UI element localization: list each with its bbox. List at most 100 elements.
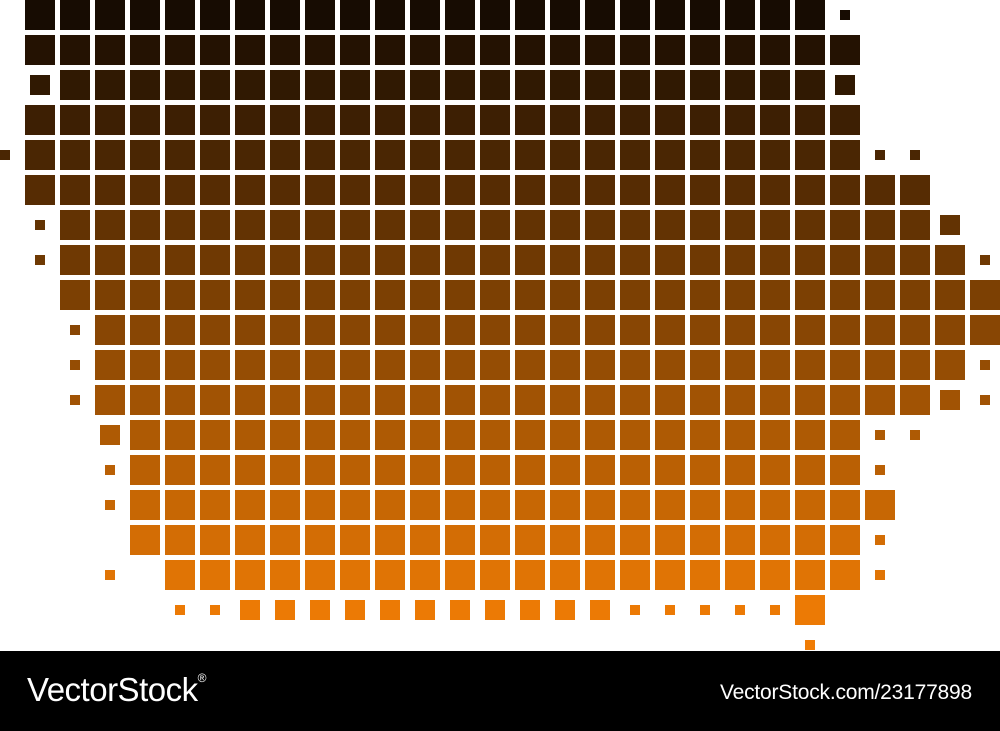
map-cell [690,280,720,310]
map-cell [760,385,790,415]
map-cell [480,35,510,65]
map-cell [340,245,370,275]
map-dot-medium [275,600,295,620]
map-dot-medium [380,600,400,620]
map-cell [690,105,720,135]
map-dot-small [875,430,885,440]
map-cell [25,175,55,205]
map-cell [585,490,615,520]
map-dot-small [210,605,220,615]
map-cell [200,350,230,380]
map-cell [235,70,265,100]
map-dot-small [105,465,115,475]
map-cell [130,0,160,30]
map-cell [200,560,230,590]
map-cell [410,280,440,310]
map-cell [725,0,755,30]
map-cell [585,560,615,590]
map-cell [235,385,265,415]
map-dot-small [735,605,745,615]
map-cell [95,315,125,345]
map-cell [375,210,405,240]
map-cell [305,105,335,135]
map-cell [550,420,580,450]
map-dot-medium [835,75,855,95]
map-cell [480,350,510,380]
map-dot-small [910,150,920,160]
map-dot-medium [345,600,365,620]
map-cell [165,105,195,135]
map-cell [60,280,90,310]
map-cell [235,210,265,240]
brand-logo: VectorStock® [27,671,206,709]
map-cell [830,245,860,275]
map-cell [830,175,860,205]
map-dot-small [35,255,45,265]
map-cell [375,280,405,310]
map-dot-small [805,640,815,650]
map-cell [900,280,930,310]
map-cell [620,525,650,555]
map-cell [830,455,860,485]
map-cell [690,35,720,65]
map-cell [760,245,790,275]
map-cell [200,280,230,310]
map-dot-small [875,150,885,160]
map-cell [375,0,405,30]
map-cell [200,35,230,65]
map-cell [620,350,650,380]
map-cell [760,525,790,555]
map-cell [410,0,440,30]
map-cell [410,560,440,590]
map-cell [130,140,160,170]
map-dot-small [980,255,990,265]
map-cell [60,210,90,240]
map-cell [585,245,615,275]
map-cell [725,315,755,345]
map-cell [550,175,580,205]
map-cell [900,210,930,240]
map-cell [690,385,720,415]
map-cell [515,175,545,205]
map-cell [515,490,545,520]
map-cell [760,420,790,450]
map-cell [410,315,440,345]
map-cell [830,560,860,590]
map-cell [410,525,440,555]
map-cell [830,490,860,520]
map-cell [200,490,230,520]
map-cell [655,280,685,310]
map-cell [480,315,510,345]
map-cell [130,385,160,415]
map-cell [480,0,510,30]
map-cell [305,280,335,310]
map-cell [305,175,335,205]
map-cell [830,315,860,345]
map-cell [515,0,545,30]
map-cell [340,210,370,240]
map-cell [620,70,650,100]
map-cell [375,245,405,275]
map-cell [550,455,580,485]
map-cell [305,140,335,170]
map-cell [585,210,615,240]
map-cell [95,0,125,30]
map-cell [760,350,790,380]
map-cell [270,210,300,240]
map-cell [480,455,510,485]
map-cell [270,420,300,450]
map-cell [375,420,405,450]
map-cell [830,280,860,310]
map-cell [795,70,825,100]
map-cell [375,140,405,170]
map-dot-medium [940,390,960,410]
map-cell [900,245,930,275]
map-cell [340,280,370,310]
map-cell [550,280,580,310]
map-cell [95,280,125,310]
map-cell [130,35,160,65]
footer-bar: VectorStock® VectorStock.com/23177898 [0,651,1000,731]
map-cell [585,70,615,100]
map-cell [270,175,300,205]
map-cell [760,560,790,590]
